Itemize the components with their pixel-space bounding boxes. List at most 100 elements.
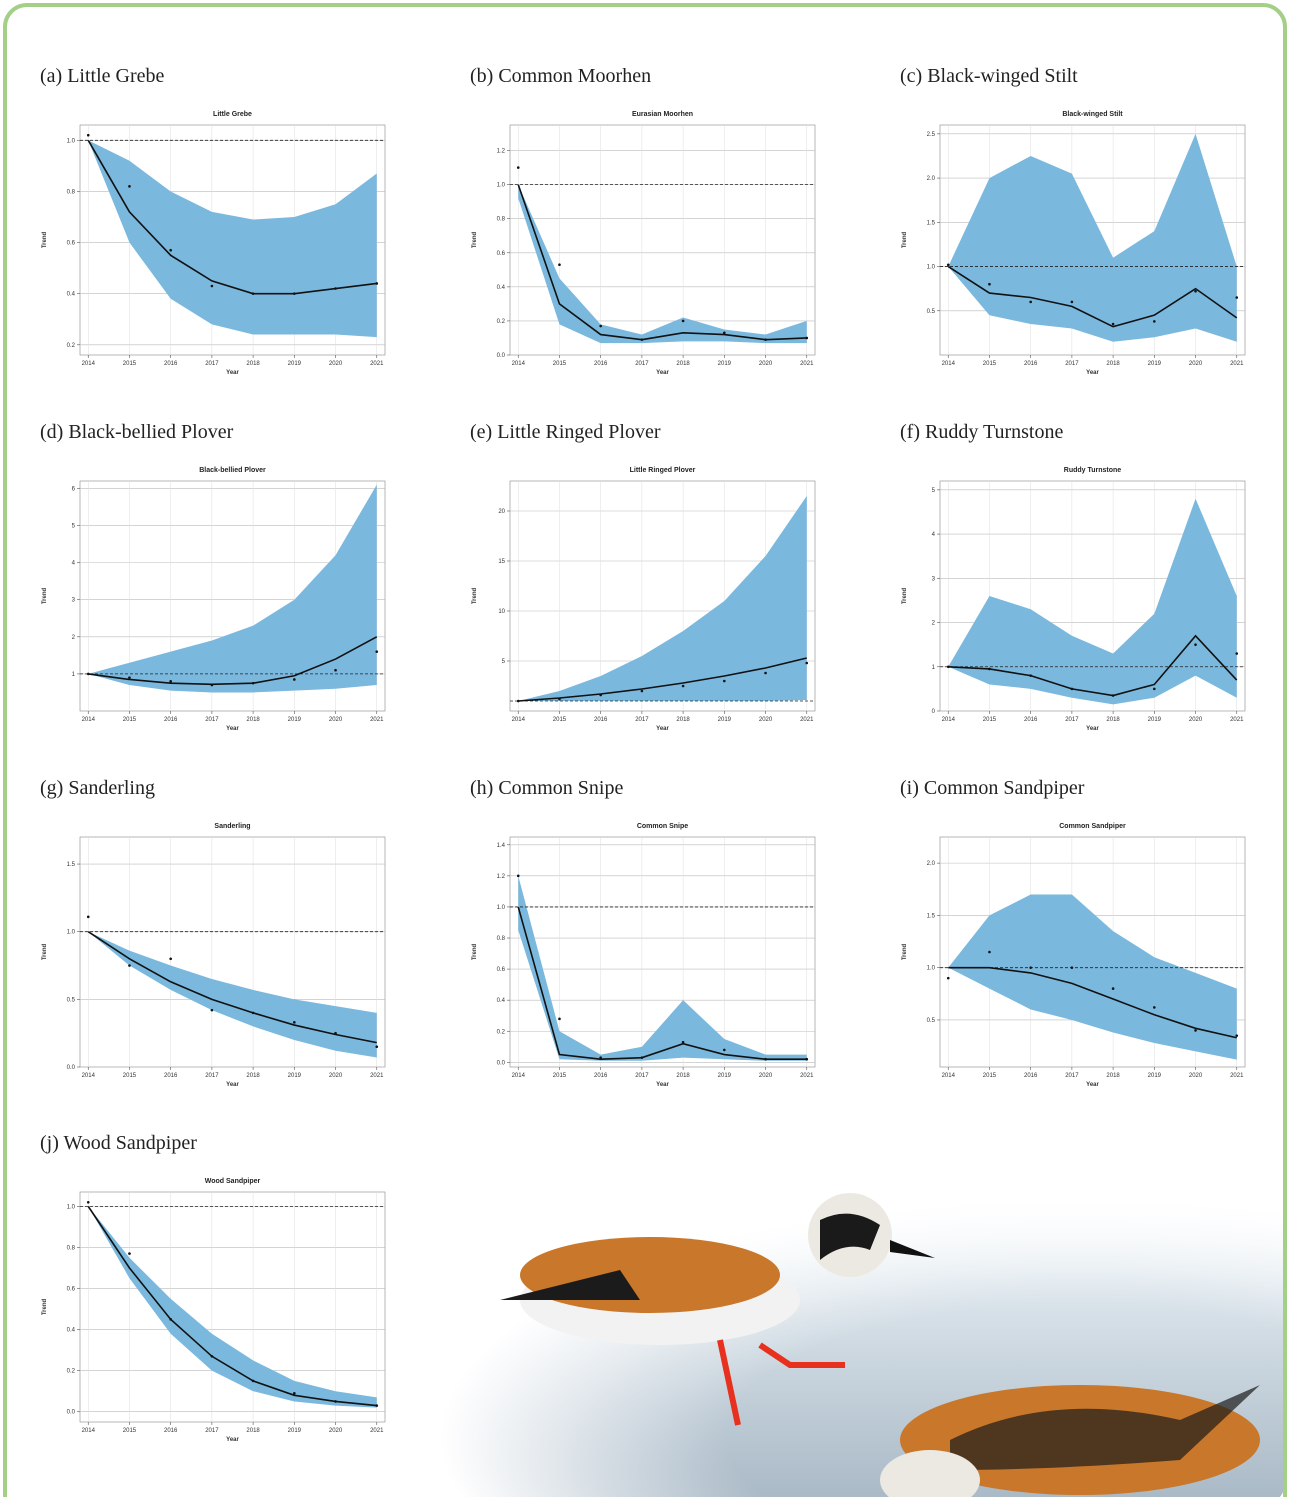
y-axis-label: Trend [42,232,48,249]
y-tick-label: 20 [498,509,505,515]
chart-title: Little Ringed Plover [630,467,696,474]
estimate-point [375,1045,378,1048]
y-axis-label: Trend [902,944,908,961]
estimate-point [517,875,520,878]
x-axis-label: Year [656,370,669,376]
y-tick-label: 1.0 [67,930,76,936]
x-tick-label: 2018 [676,717,690,723]
y-tick-label: 0.2 [497,319,506,325]
x-tick-label: 2017 [205,717,219,723]
estimate-point [947,263,950,266]
x-tick-label: 2015 [553,1073,567,1079]
chart-panel: (f) Ruddy TurnstoneRuddy Turnstone012345… [900,421,1245,732]
x-tick-label: 2021 [1230,717,1244,723]
estimate-point [128,185,131,188]
y-axis-label: Trend [902,232,908,249]
estimate-point [375,650,378,653]
estimate-point [1194,1029,1197,1032]
estimate-point [334,1032,337,1035]
estimate-point [252,292,255,295]
x-tick-label: 2021 [1230,1073,1244,1079]
estimate-point [211,684,214,687]
y-tick-label: 0.8 [497,936,506,942]
estimate-point [169,680,172,683]
x-tick-label: 2021 [800,717,814,723]
estimate-point [641,690,644,693]
estimate-point [764,338,767,341]
x-tick-label: 2016 [594,1073,608,1079]
y-axis-label: Trend [472,232,478,249]
x-tick-label: 2017 [205,361,219,367]
estimate-point [87,1201,90,1204]
x-tick-label: 2018 [1106,361,1120,367]
y-tick-label: 0.5 [927,1018,936,1024]
estimate-point [1235,1034,1238,1037]
panel-caption: (h) Common Snipe [470,777,623,799]
panel-caption: (a) Little Grebe [40,65,164,87]
chart-title: Eurasian Moorhen [632,111,693,118]
x-tick-label: 2020 [1189,361,1203,367]
y-tick-label: 0.4 [497,285,506,291]
x-tick-label: 2014 [942,717,956,723]
y-tick-label: 15 [498,559,505,565]
x-tick-label: 2019 [288,361,302,367]
y-tick-label: 0.6 [497,251,506,257]
x-axis-label: Year [656,726,669,732]
x-axis-label: Year [226,726,239,732]
y-tick-label: 0.8 [497,217,506,223]
x-tick-label: 2018 [246,361,260,367]
x-tick-label: 2016 [164,717,178,723]
x-tick-label: 2021 [370,361,384,367]
y-tick-label: 2 [72,635,76,641]
x-tick-label: 2015 [123,717,137,723]
y-tick-label: 1.0 [927,265,936,271]
y-tick-label: 0.4 [497,998,506,1004]
y-tick-label: 10 [498,609,505,615]
chart-title: Little Grebe [213,111,252,118]
x-tick-label: 2016 [1024,361,1038,367]
y-tick-label: 1.2 [497,874,506,880]
y-tick-label: 5 [502,659,506,665]
estimate-point [764,672,767,675]
y-tick-label: 0.6 [67,1287,76,1293]
estimate-point [1071,688,1074,691]
y-tick-label: 1 [932,665,936,671]
x-tick-label: 2020 [759,361,773,367]
x-tick-label: 2015 [553,717,567,723]
y-tick-label: 0.5 [67,997,76,1003]
estimate-point [641,338,644,341]
y-tick-label: 0.8 [67,189,76,195]
x-tick-label: 2020 [329,717,343,723]
x-tick-label: 2014 [82,1428,96,1434]
y-tick-label: 0.4 [67,292,76,298]
estimate-point [947,665,950,668]
estimate-point [1112,987,1115,990]
y-axis-label: Trend [472,944,478,961]
y-tick-label: 6 [72,486,76,492]
x-tick-label: 2014 [942,361,956,367]
estimate-point [723,1049,726,1052]
chart-title: Sanderling [214,823,250,830]
y-tick-label: 1.0 [67,1204,76,1210]
page: (a) Little Grebe Little Grebe 0.2 0.4 0.6 0.8… [0,0,1290,1497]
estimate-point [1029,674,1032,677]
x-tick-label: 2019 [718,717,732,723]
x-tick-label: 2019 [718,1073,732,1079]
estimate-point [252,1380,255,1383]
chart-panel: (d) Black-bellied PloverBlack-bellied Pl… [40,421,385,732]
x-tick-label: 2020 [329,1428,343,1434]
estimate-point [334,287,337,290]
estimate-point [723,332,726,335]
estimate-point [682,320,685,323]
y-tick-label: 0.2 [67,343,76,349]
x-axis-label: Year [226,1082,239,1088]
x-tick-label: 2017 [635,1073,649,1079]
x-axis-label: Year [1086,1082,1099,1088]
x-tick-label: 2018 [676,1073,690,1079]
estimate-point [1153,1006,1156,1009]
x-tick-label: 2019 [718,361,732,367]
estimate-point [1029,301,1032,304]
estimate-point [293,292,296,295]
chart-panel: (c) Black-winged StiltBlack-winged Stilt… [900,65,1245,376]
